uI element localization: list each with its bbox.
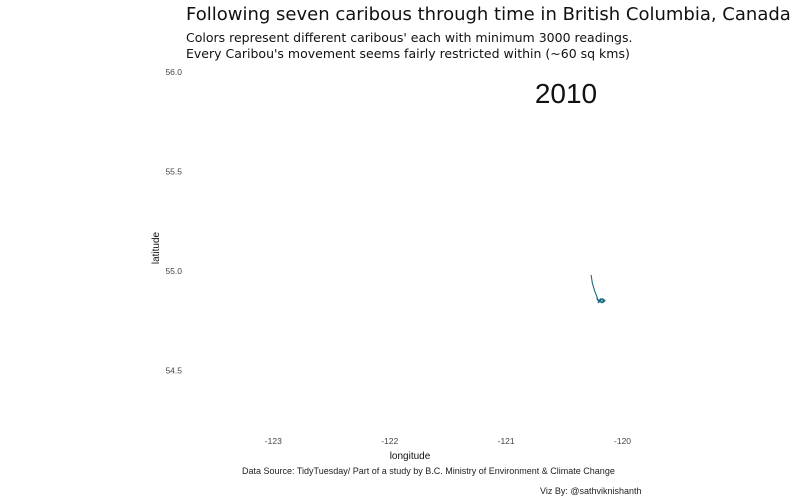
x-axis-label: longitude bbox=[390, 451, 431, 462]
x-tick-label: -123 bbox=[265, 436, 282, 446]
y-tick-label: 56.0 bbox=[165, 67, 182, 77]
data-source-caption: Data Source: TidyTuesday/ Part of a stud… bbox=[242, 466, 615, 476]
y-tick-label: 55.5 bbox=[165, 166, 182, 176]
subtitle-line-1: Colors represent different caribous' eac… bbox=[186, 30, 633, 45]
chart-title: Following seven caribous through time in… bbox=[186, 4, 791, 25]
series-layer bbox=[590, 274, 606, 304]
x-tick-label: -120 bbox=[614, 436, 631, 446]
subtitle-line-2: Every Caribou's movement seems fairly re… bbox=[186, 46, 630, 61]
x-tick-label: -121 bbox=[498, 436, 515, 446]
credit-caption: Viz By: @sathviknishanth bbox=[540, 486, 642, 496]
y-tick-label: 54.5 bbox=[165, 365, 182, 375]
x-axis-ticks: -123 -122 -121 -120 bbox=[265, 436, 632, 446]
y-axis-ticks: 54.5 55.0 55.5 56.0 bbox=[165, 67, 182, 375]
caribou-track-line bbox=[590, 274, 606, 304]
x-tick-label: -122 bbox=[381, 436, 398, 446]
y-tick-label: 55.0 bbox=[165, 266, 182, 276]
year-annotation: 2010 bbox=[535, 78, 597, 109]
y-axis-label: latitude bbox=[151, 231, 162, 264]
